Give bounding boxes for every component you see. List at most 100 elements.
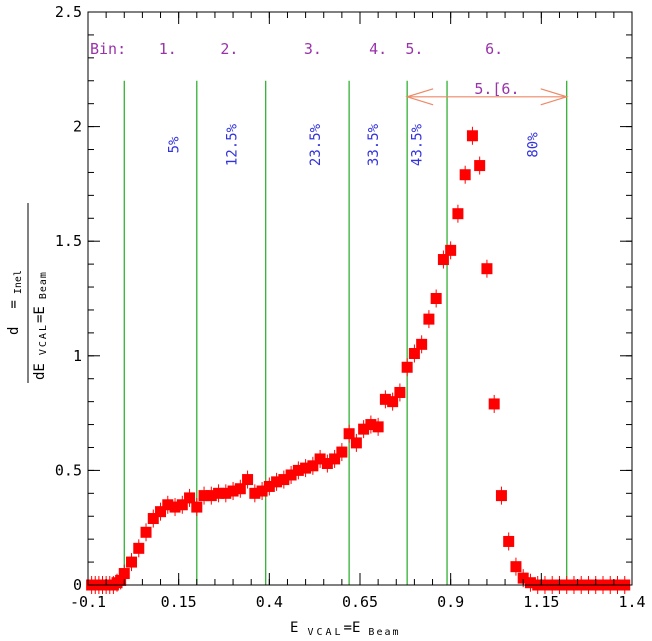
data-marker xyxy=(510,561,522,573)
data-marker xyxy=(234,483,246,495)
data-marker xyxy=(358,423,370,435)
data-point xyxy=(263,477,275,496)
data-point xyxy=(365,415,377,434)
data-marker xyxy=(115,574,127,586)
data-point xyxy=(387,392,399,411)
data-marker xyxy=(452,208,464,220)
data-marker xyxy=(140,526,152,538)
svg-text:E VCAL=E Beam: E VCAL=E Beam xyxy=(290,620,401,638)
data-point xyxy=(343,424,355,443)
data-point xyxy=(126,553,138,572)
range-arrow-right-head xyxy=(540,88,569,106)
axis-ticks xyxy=(87,11,633,586)
x-tick-label: 0.15 xyxy=(161,593,197,611)
data-point xyxy=(256,482,268,501)
data-point xyxy=(191,498,203,517)
x-tick-label: 0.4 xyxy=(256,593,283,611)
data-marker xyxy=(307,460,319,472)
x-tick-label: -0.1 xyxy=(70,593,106,611)
data-marker xyxy=(336,446,348,458)
x-tick-label: 0.65 xyxy=(342,593,378,611)
data-point xyxy=(495,486,507,505)
y-tick-label: 0.5 xyxy=(55,461,82,479)
data-marker xyxy=(401,361,413,373)
data-point xyxy=(321,454,333,473)
data-marker xyxy=(445,244,457,256)
x-axis-title: E VCAL=E Beam xyxy=(290,620,401,638)
data-point xyxy=(445,241,457,260)
data-point xyxy=(169,498,181,517)
svg-text:dE VCAL=E Beam: dE VCAL=E Beam xyxy=(32,271,49,380)
data-point xyxy=(466,126,478,145)
data-marker xyxy=(394,386,406,398)
data-point xyxy=(372,417,384,436)
data-marker xyxy=(256,485,268,497)
x-tick-label: 1.4 xyxy=(618,593,645,611)
data-marker xyxy=(213,487,225,499)
data-point xyxy=(140,523,152,542)
plot-frame xyxy=(87,11,633,586)
bin-header-label: Bin: xyxy=(90,40,126,58)
data-marker xyxy=(278,474,290,486)
data-marker xyxy=(524,577,536,589)
y-tick-label: 1.5 xyxy=(55,232,82,250)
data-marker xyxy=(249,487,261,499)
data-point xyxy=(481,259,493,278)
data-marker xyxy=(481,263,493,275)
y-axis-title: d= Inel dE VCAL=E Beam xyxy=(6,203,49,383)
data-marker xyxy=(292,464,304,476)
data-point xyxy=(358,420,370,439)
bin-lines xyxy=(123,80,568,585)
data-point xyxy=(162,495,174,514)
data-point xyxy=(524,573,536,592)
data-marker xyxy=(184,492,196,504)
data-marker xyxy=(430,293,442,304)
bin-number-label: 3. xyxy=(304,40,322,58)
y-tick-labels: 0 0.5 1 1.5 2 2.5 xyxy=(55,3,82,594)
data-point xyxy=(184,488,196,507)
data-marker xyxy=(176,499,188,511)
bin-number-label: 4. xyxy=(369,40,387,58)
data-point xyxy=(234,479,246,498)
data-marker xyxy=(155,506,167,518)
data-point xyxy=(379,390,391,409)
data-point xyxy=(227,482,239,501)
data-marker xyxy=(379,393,391,405)
data-marker xyxy=(126,556,138,568)
data-marker xyxy=(220,487,232,499)
data-marker xyxy=(242,474,254,486)
data-marker xyxy=(169,501,181,513)
x-tick-label: 1.15 xyxy=(523,593,559,611)
data-point xyxy=(510,557,522,576)
data-marker xyxy=(466,130,478,142)
data-marker xyxy=(503,535,515,547)
data-marker xyxy=(205,490,217,502)
data-point xyxy=(307,456,319,475)
data-marker xyxy=(271,476,283,488)
data-marker xyxy=(387,396,399,408)
data-point xyxy=(155,502,167,521)
data-point xyxy=(285,465,297,484)
data-point xyxy=(242,470,254,489)
data-point xyxy=(205,486,217,505)
data-marker xyxy=(343,428,355,440)
data-marker xyxy=(198,490,210,502)
data-marker xyxy=(263,480,275,492)
data-point xyxy=(474,156,486,175)
percentage-label: 23.5% xyxy=(308,123,324,166)
data-point xyxy=(198,486,210,505)
range-arrow-label: 5.[6. xyxy=(474,80,519,98)
data-point xyxy=(459,165,471,184)
data-point xyxy=(271,472,283,491)
annotations: Bin: 1. 2. 3. 4. 5. 6. 5% 12.5% 23.5% 33.5% 43.5% 80… xyxy=(90,40,569,166)
svg-text:d= Inel: d= Inel xyxy=(6,270,24,335)
data-point xyxy=(300,459,312,478)
data-point xyxy=(416,335,428,354)
bin-number-label: 2. xyxy=(220,40,238,58)
data-marker xyxy=(191,501,203,513)
data-point xyxy=(133,539,145,558)
data-marker xyxy=(474,160,486,172)
data-point xyxy=(437,250,449,269)
data-point xyxy=(401,358,413,377)
